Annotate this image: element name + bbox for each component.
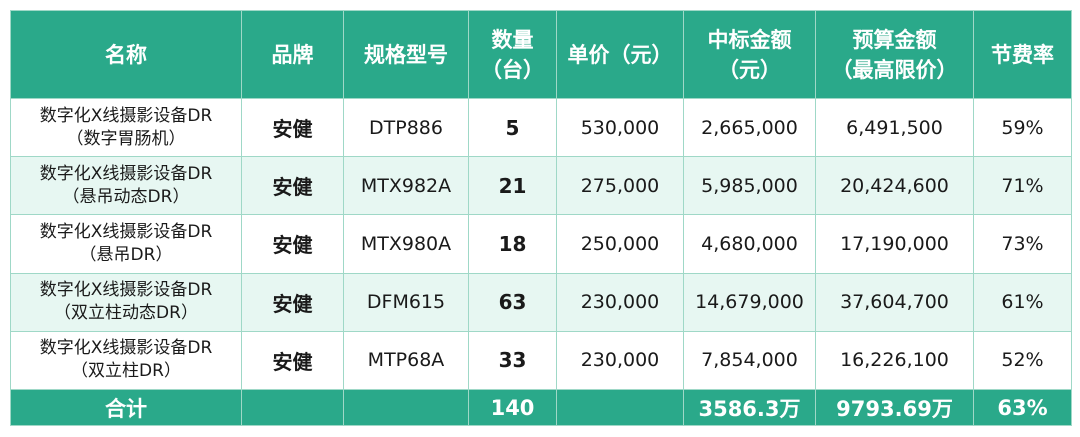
cell-model: DTP886 [343, 97, 469, 158]
cell-brand: 安健 [241, 97, 344, 158]
cell-saving-rate: 71% [973, 156, 1072, 216]
total-unit-price [556, 389, 684, 426]
header-model: 规格型号 [343, 10, 469, 99]
header-winning-line2: （元） [718, 57, 781, 82]
table-header: 名称 品牌 规格型号 数量 （台） 单价（元） 中标金额 （元） 预算金额 （最… [10, 10, 1072, 99]
cell-name: 数字化X线摄影设备DR （悬吊DR） [10, 214, 242, 274]
cell-quantity: 21 [468, 156, 557, 216]
cell-name-line2: （双立柱动态DR） [54, 303, 198, 324]
cell-unit-price: 275,000 [556, 156, 684, 216]
cell-saving-rate: 52% [973, 330, 1072, 391]
cell-name-line1: 数字化X线摄影设备DR [39, 280, 213, 301]
total-saving-rate: 63% [973, 389, 1072, 426]
cell-name-line2: （数字胃肠机） [66, 128, 186, 149]
cell-brand: 安健 [241, 156, 344, 216]
cell-name-line2: （悬吊动态DR） [62, 186, 190, 207]
cell-brand: 安健 [241, 214, 344, 274]
header-name: 名称 [10, 10, 242, 99]
header-saving-rate: 节费率 [973, 10, 1072, 99]
cell-unit-price: 530,000 [556, 97, 684, 158]
total-budget-amount: 9793.69万 [815, 389, 974, 426]
cell-name-line2: （双立柱DR） [71, 361, 181, 382]
cell-unit-price: 230,000 [556, 330, 684, 391]
cell-name: 数字化X线摄影设备DR （悬吊动态DR） [10, 156, 242, 216]
cell-winning-amount: 2,665,000 [683, 97, 816, 158]
cell-name-line1: 数字化X线摄影设备DR [39, 221, 213, 242]
cell-budget-amount: 17,190,000 [815, 214, 974, 274]
total-winning-amount: 3586.3万 [683, 389, 816, 426]
cell-quantity: 63 [468, 272, 557, 332]
cell-name: 数字化X线摄影设备DR （双立柱DR） [10, 330, 242, 391]
cell-budget-amount: 37,604,700 [815, 272, 974, 332]
total-brand [241, 389, 344, 426]
cell-model: DFM615 [343, 272, 469, 332]
header-budget-line1: 预算金额 [852, 27, 937, 52]
cell-winning-amount: 5,985,000 [683, 156, 816, 216]
cell-model: MTX980A [343, 214, 469, 274]
total-quantity: 140 [468, 389, 557, 426]
cell-winning-amount: 4,680,000 [683, 214, 816, 274]
header-quantity: 数量 （台） [468, 10, 557, 99]
header-row: 名称 品牌 规格型号 数量 （台） 单价（元） 中标金额 （元） 预算金额 （最… [10, 10, 1072, 99]
cell-model: MTX982A [343, 156, 469, 216]
header-winning-amount: 中标金额 （元） [683, 10, 816, 99]
total-model [343, 389, 469, 426]
cell-name-line1: 数字化X线摄影设备DR [39, 338, 213, 359]
cell-unit-price: 230,000 [556, 272, 684, 332]
cell-quantity: 5 [468, 97, 557, 158]
cell-budget-amount: 6,491,500 [815, 97, 974, 158]
cell-brand: 安健 [241, 330, 344, 391]
table-row: 数字化X线摄影设备DR （数字胃肠机） 安健 DTP886 5 530,000 … [10, 97, 1072, 158]
table-row: 数字化X线摄影设备DR （悬吊动态DR） 安健 MTX982A 21 275,0… [10, 156, 1072, 216]
table-body: 数字化X线摄影设备DR （数字胃肠机） 安健 DTP886 5 530,000 … [10, 97, 1072, 391]
bid-results-table-container: 名称 品牌 规格型号 数量 （台） 单价（元） 中标金额 （元） 预算金额 （最… [10, 10, 1072, 426]
table-row: 数字化X线摄影设备DR （悬吊DR） 安健 MTX980A 18 250,000… [10, 214, 1072, 274]
cell-brand: 安健 [241, 272, 344, 332]
total-row: 合计 140 3586.3万 9793.69万 63% [10, 389, 1072, 426]
cell-budget-amount: 16,226,100 [815, 330, 974, 391]
cell-name-line2: （悬吊DR） [79, 244, 173, 265]
table-row: 数字化X线摄影设备DR （双立柱DR） 安健 MTP68A 33 230,000… [10, 330, 1072, 391]
cell-model: MTP68A [343, 330, 469, 391]
cell-winning-amount: 14,679,000 [683, 272, 816, 332]
table-footer: 合计 140 3586.3万 9793.69万 63% [10, 389, 1072, 426]
header-quantity-line2: （台） [481, 57, 544, 82]
total-label: 合计 [10, 389, 242, 426]
cell-saving-rate: 61% [973, 272, 1072, 332]
header-brand: 品牌 [241, 10, 344, 99]
cell-budget-amount: 20,424,600 [815, 156, 974, 216]
header-unit-price: 单价（元） [556, 10, 684, 99]
cell-quantity: 33 [468, 330, 557, 391]
bid-results-table: 名称 品牌 规格型号 数量 （台） 单价（元） 中标金额 （元） 预算金额 （最… [10, 10, 1072, 426]
cell-name: 数字化X线摄影设备DR （双立柱动态DR） [10, 272, 242, 332]
cell-winning-amount: 7,854,000 [683, 330, 816, 391]
header-winning-line1: 中标金额 [707, 27, 792, 52]
cell-quantity: 18 [468, 214, 557, 274]
header-budget-line2: （最高限价） [831, 57, 958, 82]
header-quantity-line1: 数量 [491, 27, 534, 52]
cell-unit-price: 250,000 [556, 214, 684, 274]
header-budget-amount: 预算金额 （最高限价） [815, 10, 974, 99]
cell-saving-rate: 73% [973, 214, 1072, 274]
table-row: 数字化X线摄影设备DR （双立柱动态DR） 安健 DFM615 63 230,0… [10, 272, 1072, 332]
cell-saving-rate: 59% [973, 97, 1072, 158]
cell-name-line1: 数字化X线摄影设备DR [39, 163, 213, 184]
cell-name: 数字化X线摄影设备DR （数字胃肠机） [10, 97, 242, 158]
cell-name-line1: 数字化X线摄影设备DR [39, 105, 213, 126]
